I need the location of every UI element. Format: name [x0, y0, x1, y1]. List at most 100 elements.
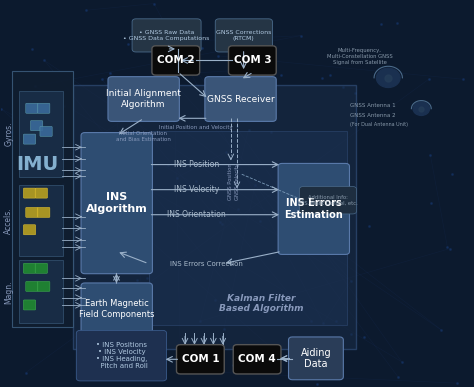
- Point: [365, 223, 373, 229]
- Point: [143, 115, 150, 121]
- Point: [98, 76, 105, 82]
- Point: [197, 318, 204, 324]
- Point: [146, 295, 153, 301]
- Point: [62, 156, 69, 162]
- Point: [313, 380, 321, 387]
- Point: [214, 53, 221, 59]
- Point: [453, 380, 461, 386]
- Point: [233, 123, 241, 129]
- FancyBboxPatch shape: [18, 91, 63, 177]
- FancyBboxPatch shape: [108, 77, 179, 122]
- Point: [94, 205, 101, 211]
- Point: [377, 21, 384, 27]
- FancyBboxPatch shape: [81, 283, 153, 336]
- Point: [244, 307, 252, 313]
- FancyBboxPatch shape: [152, 46, 200, 75]
- Point: [220, 325, 228, 332]
- FancyBboxPatch shape: [278, 163, 349, 254]
- Text: INS Orientation: INS Orientation: [167, 210, 226, 219]
- Point: [244, 67, 252, 73]
- Point: [143, 275, 150, 281]
- Text: Initial Position and Velocity: Initial Position and Velocity: [158, 125, 232, 130]
- FancyBboxPatch shape: [35, 263, 47, 273]
- FancyBboxPatch shape: [30, 121, 43, 131]
- Point: [277, 72, 284, 78]
- FancyBboxPatch shape: [26, 281, 38, 291]
- Text: INS Position: INS Position: [174, 160, 219, 169]
- Text: Initial Orientation
and Bias Estimation: Initial Orientation and Bias Estimation: [116, 131, 171, 142]
- Point: [199, 45, 206, 51]
- FancyBboxPatch shape: [35, 188, 47, 198]
- Point: [318, 75, 326, 81]
- FancyBboxPatch shape: [205, 77, 276, 122]
- Point: [82, 7, 90, 14]
- Point: [192, 178, 200, 184]
- Text: Initial Alignment
Algorithm: Initial Alignment Algorithm: [106, 89, 181, 109]
- FancyBboxPatch shape: [81, 133, 153, 274]
- Point: [177, 368, 184, 374]
- Point: [222, 149, 230, 155]
- Text: • INS Positions
• INS Velocity
• INS Heading,
  Pitch and Roll: • INS Positions • INS Velocity • INS Hea…: [95, 342, 147, 369]
- Point: [446, 245, 454, 252]
- FancyBboxPatch shape: [37, 207, 50, 217]
- FancyBboxPatch shape: [18, 260, 63, 324]
- Text: GNSS Position: GNSS Position: [228, 164, 233, 200]
- Point: [128, 332, 135, 338]
- Point: [40, 57, 48, 63]
- FancyBboxPatch shape: [73, 85, 356, 349]
- FancyBboxPatch shape: [18, 185, 63, 256]
- FancyBboxPatch shape: [228, 46, 276, 75]
- Point: [31, 83, 38, 89]
- Point: [124, 41, 131, 47]
- Point: [216, 219, 223, 225]
- Point: [218, 221, 226, 227]
- Point: [170, 64, 177, 70]
- Point: [33, 319, 41, 325]
- Point: [229, 362, 237, 368]
- Text: GNSS Antenna 1: GNSS Antenna 1: [350, 103, 396, 108]
- FancyBboxPatch shape: [26, 207, 38, 217]
- Point: [251, 182, 259, 188]
- Point: [444, 244, 451, 250]
- Point: [234, 205, 241, 212]
- FancyBboxPatch shape: [23, 300, 36, 310]
- Point: [22, 370, 29, 376]
- Point: [150, 0, 158, 7]
- Point: [337, 370, 345, 377]
- Point: [459, 76, 467, 82]
- Point: [172, 82, 180, 88]
- Point: [394, 374, 402, 380]
- Text: COM 1: COM 1: [182, 354, 219, 364]
- FancyBboxPatch shape: [132, 19, 201, 52]
- Point: [448, 171, 456, 177]
- Point: [332, 319, 340, 325]
- Text: (For Dual Antenna Unit): (For Dual Antenna Unit): [350, 122, 409, 127]
- Text: INS Errors
Estimation: INS Errors Estimation: [284, 198, 343, 220]
- Point: [173, 175, 181, 181]
- Text: INS Velocity: INS Velocity: [174, 185, 219, 194]
- Point: [308, 318, 315, 324]
- FancyBboxPatch shape: [176, 345, 224, 374]
- Point: [164, 161, 171, 168]
- Point: [347, 277, 355, 284]
- Point: [393, 20, 401, 26]
- Point: [9, 129, 16, 135]
- Point: [398, 359, 405, 365]
- Point: [227, 255, 234, 262]
- Point: [210, 107, 218, 113]
- Point: [108, 366, 116, 372]
- Point: [437, 327, 445, 333]
- Text: Gyros.: Gyros.: [4, 122, 13, 146]
- Text: COM 4: COM 4: [238, 354, 276, 364]
- FancyBboxPatch shape: [300, 187, 356, 214]
- Circle shape: [376, 68, 400, 87]
- Point: [59, 181, 66, 187]
- Point: [319, 320, 327, 326]
- Text: • GNSS Raw Data
• GNSS Data Computations: • GNSS Raw Data • GNSS Data Computations: [123, 30, 210, 41]
- Text: GNSS Receiver: GNSS Receiver: [207, 94, 274, 104]
- Text: IMU: IMU: [17, 155, 59, 174]
- Circle shape: [413, 102, 429, 115]
- Point: [159, 21, 167, 27]
- Text: Additional Info:
PPS, Mark Control, etc.: Additional Info: PPS, Mark Control, etc.: [298, 195, 358, 205]
- Point: [267, 129, 275, 135]
